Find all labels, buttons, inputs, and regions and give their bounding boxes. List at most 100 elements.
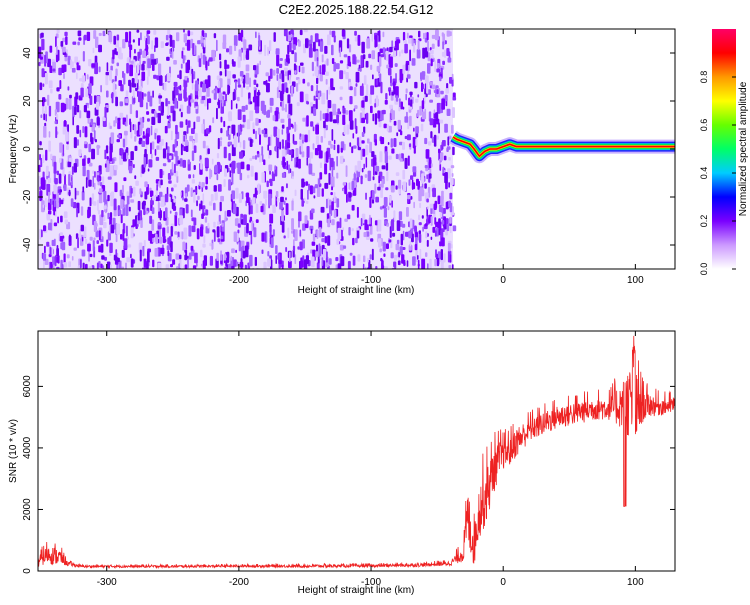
noise-speckle [55,36,57,48]
colorbar-tick-label: 0.2 [699,215,709,228]
noise-speckle [277,253,281,260]
noise-speckle [187,120,191,128]
noise-speckle [421,173,425,184]
noise-speckle [249,77,251,88]
noise-speckle [68,98,72,110]
noise-speckle [349,142,352,147]
noise-speckle [82,165,86,177]
noise-speckle [416,49,421,59]
noise-speckle [340,147,343,153]
noise-speckle [375,95,379,107]
noise-speckle [48,140,51,152]
noise-speckle [193,165,196,170]
noise-speckle [119,112,124,119]
noise-speckle [364,174,368,178]
noise-speckle [444,268,447,269]
noise-speckle [260,205,264,213]
noise-speckle [331,58,335,64]
noise-speckle [117,117,121,121]
noise-speckle [174,163,176,174]
noise-speckle [48,210,52,215]
noise-speckle [310,121,314,127]
noise-speckle [409,49,411,62]
noise-speckle [122,152,127,162]
noise-speckle [339,60,344,64]
noise-speckle [432,209,436,215]
noise-speckle [368,259,371,269]
noise-speckle [384,151,388,164]
spectrogram-y-axis-label: Frequency (Hz) [8,115,19,184]
noise-speckle [39,191,42,200]
noise-speckle [190,245,194,251]
noise-speckle [73,247,77,251]
noise-speckle [120,148,124,155]
x-tick-label: -300 [97,275,117,286]
noise-speckle [66,145,69,150]
noise-speckle [225,64,230,69]
noise-speckle [363,163,365,170]
noise-speckle [68,174,71,186]
noise-speckle [381,178,384,188]
noise-speckle [327,218,331,228]
noise-speckle [388,239,392,243]
noise-speckle [53,184,57,195]
noise-speckle [176,32,180,42]
x-tick-label: 100 [627,577,644,588]
noise-speckle [286,160,289,170]
noise-speckle [269,226,272,238]
noise-speckle [319,72,323,82]
colorbar-tick-label: 0.6 [699,119,709,132]
noise-speckle [393,86,396,95]
noise-speckle [122,138,126,148]
noise-speckle [339,47,341,58]
noise-speckle [276,87,279,99]
noise-speckle [440,195,444,207]
noise-speckle [303,259,308,269]
noise-speckle [323,127,326,139]
noise-speckle [281,172,286,178]
noise-speckle [197,195,200,200]
noise-speckle [393,138,397,147]
noise-speckle [302,78,306,84]
noise-speckle [88,83,92,94]
noise-speckle [143,157,146,168]
noise-speckle [180,63,183,69]
noise-speckle [103,214,106,222]
noise-speckle [405,63,408,71]
noise-speckle [179,215,184,225]
noise-speckle [237,84,242,88]
noise-speckle [50,88,53,94]
noise-speckle [232,74,236,79]
noise-speckle [246,223,249,234]
noise-speckle [49,247,52,255]
noise-speckle [378,30,381,42]
noise-speckle [438,73,443,78]
noise-speckle [379,248,382,253]
noise-speckle [440,152,444,161]
noise-speckle [226,130,229,137]
noise-speckle [417,255,419,260]
noise-speckle [129,121,132,133]
spectrogram-x-axis-label: Height of straight line (km) [298,285,415,296]
noise-speckle [388,90,391,96]
noise-speckle [237,162,241,174]
noise-speckle [426,216,429,226]
noise-speckle [353,87,357,97]
noise-speckle [125,98,129,104]
noise-speckle [168,117,171,122]
noise-speckle [303,197,306,202]
noise-speckle [404,157,408,169]
noise-speckle [452,264,454,269]
noise-speckle [427,52,431,62]
noise-speckle [311,256,315,268]
noise-speckle [428,173,432,179]
noise-speckle [395,172,400,176]
noise-speckle [288,42,292,53]
noise-speckle [286,183,288,189]
noise-speckle [146,262,149,269]
noise-speckle [74,187,77,200]
noise-speckle [342,114,346,125]
noise-speckle [76,139,79,146]
noise-speckle [276,68,279,74]
noise-speckle [288,260,292,269]
